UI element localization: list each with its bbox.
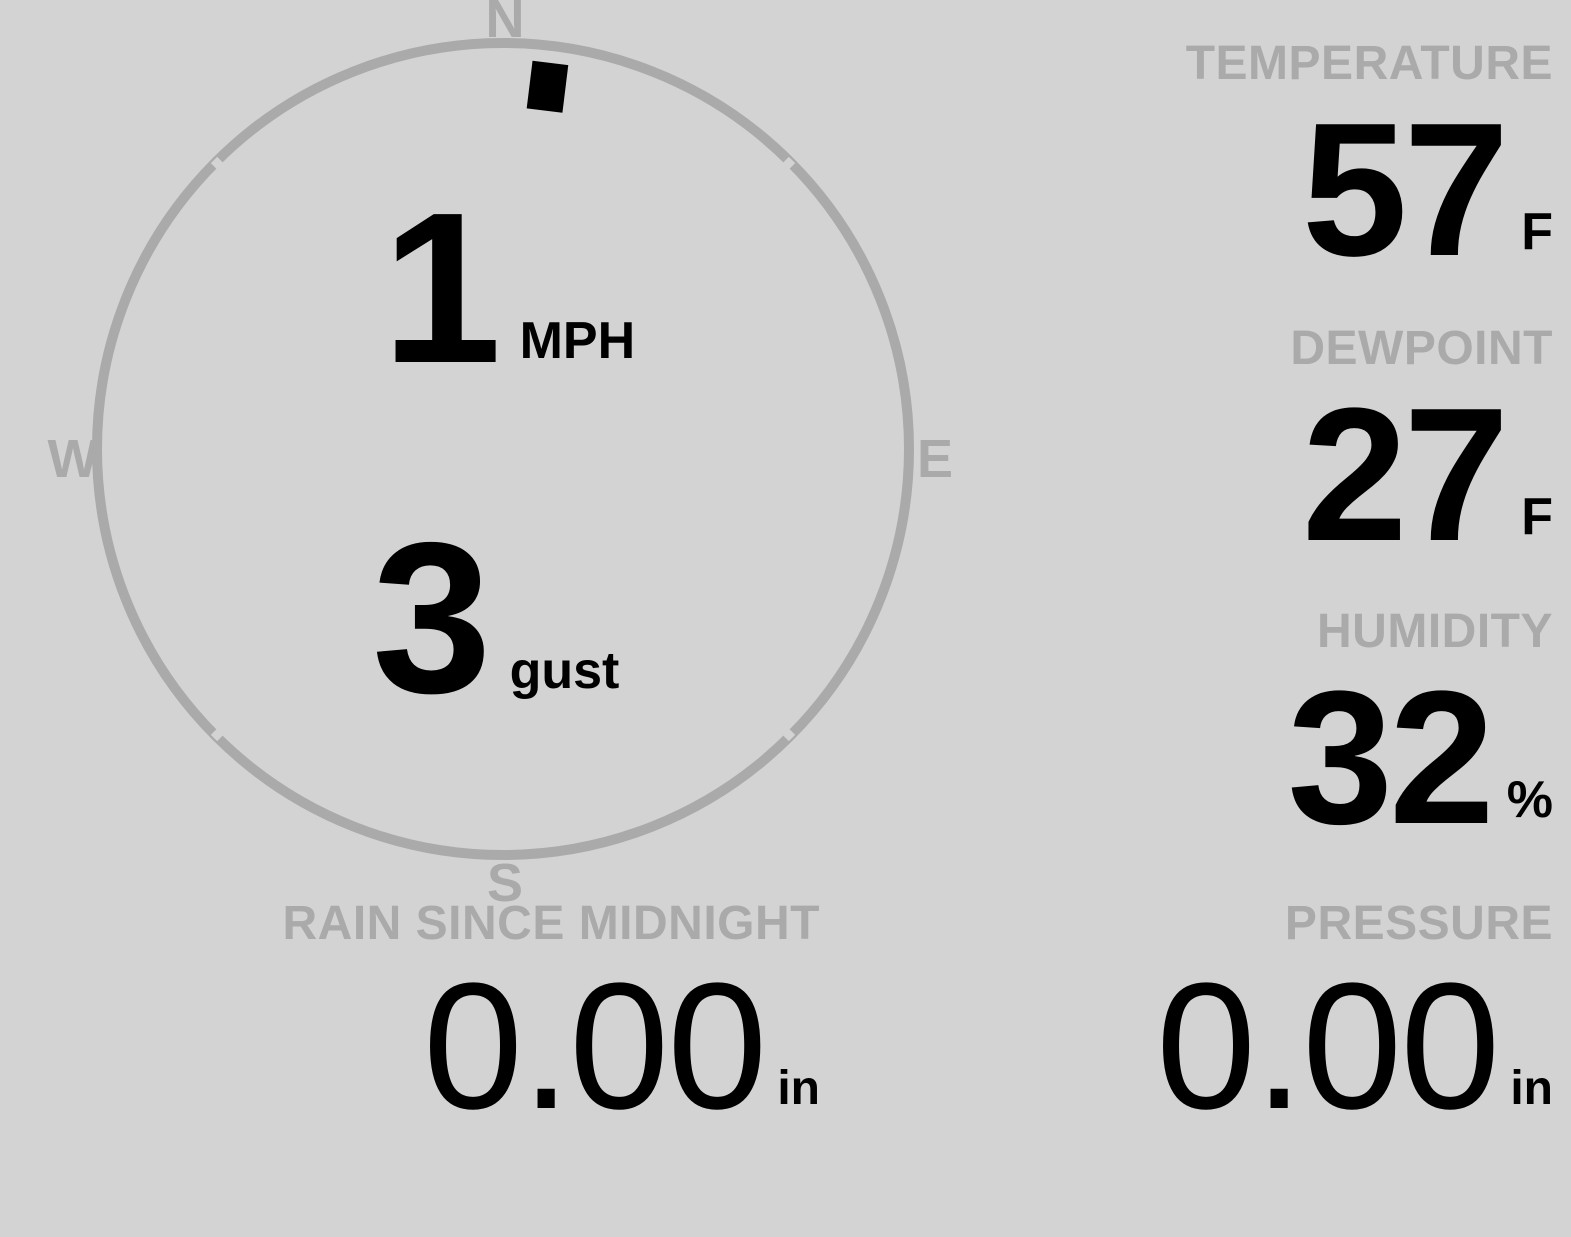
pressure-unit: in: [1510, 1062, 1553, 1115]
wind-gust-value: 3: [372, 497, 492, 738]
dewpoint-reading: DEWPOINT 27 F: [1290, 325, 1553, 578]
rain-since-midnight-reading: RAIN SINCE MIDNIGHT 0.00 in: [230, 897, 821, 1146]
wind-speed-unit: MPH: [519, 312, 636, 370]
temperature-value: 57: [1301, 84, 1509, 296]
pressure-value-row: 0.00 in: [1156, 948, 1553, 1146]
dewpoint-value: 27: [1301, 369, 1509, 581]
compass-label-north: N: [485, 0, 525, 49]
humidity-value: 32: [1287, 652, 1494, 864]
compass-ring: [92, 38, 914, 860]
wind-speed-value: 1: [382, 167, 502, 408]
rain-unit: in: [777, 1062, 820, 1115]
dewpoint-label: DEWPOINT: [1290, 322, 1553, 375]
humidity-unit: %: [1506, 771, 1553, 829]
temperature-unit: F: [1521, 203, 1553, 261]
humidity-reading: HUMIDITY 32 %: [1287, 608, 1553, 861]
humidity-value-row: 32 %: [1287, 652, 1553, 864]
dewpoint-unit: F: [1521, 488, 1553, 546]
temperature-label: TEMPERATURE: [1185, 37, 1553, 90]
compass-label-east: E: [916, 429, 954, 489]
rain-label: RAIN SINCE MIDNIGHT: [282, 897, 820, 950]
pressure-label: PRESSURE: [1284, 897, 1553, 950]
pressure-reading: PRESSURE 0.00 in: [1156, 900, 1553, 1146]
rain-value: 0.00: [423, 946, 767, 1147]
pressure-value: 0.00: [1156, 946, 1500, 1147]
wind-gust-readout: 3 gust: [372, 510, 619, 725]
dewpoint-value-row: 27 F: [1290, 369, 1553, 581]
compass-dial: [92, 38, 914, 860]
wind-gust-unit: gust: [509, 642, 620, 700]
wind-direction-marker: [526, 60, 569, 113]
wind-speed-readout: 1 MPH: [382, 180, 635, 395]
rain-value-row: 0.00 in: [230, 948, 820, 1146]
compass-ticks: [210, 156, 796, 742]
temperature-reading: TEMPERATURE 57 F: [1186, 40, 1553, 293]
temperature-value-row: 57 F: [1186, 84, 1553, 296]
compass-label-west: W: [47, 429, 99, 489]
wind-compass-panel: N S W E 1 MPH 3 gust: [0, 0, 1010, 910]
humidity-label: HUMIDITY: [1317, 605, 1553, 658]
compass-label-south: S: [486, 853, 524, 913]
